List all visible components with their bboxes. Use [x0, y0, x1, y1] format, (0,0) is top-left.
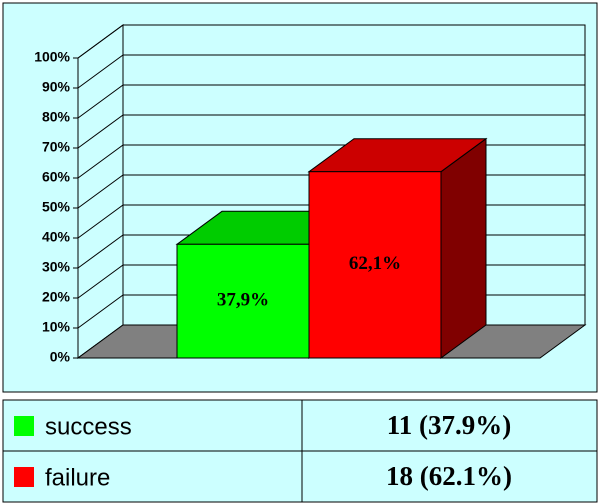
legend-label: success	[45, 413, 132, 440]
y-tick-label: 20%	[42, 289, 71, 305]
y-tick-label: 60%	[42, 169, 71, 185]
grid-line	[77, 264, 124, 299]
grid-line	[77, 174, 124, 209]
grid-line	[77, 204, 124, 239]
y-tick-label: 70%	[42, 139, 71, 155]
summary-count: 18 (62.1%)	[386, 461, 512, 491]
grid-line	[77, 24, 124, 59]
y-tick-label: 90%	[42, 79, 71, 95]
data-label: 37,9%	[217, 290, 269, 311]
chart: 0% 10% 20% 30% 40% 50% 60% 70% 80% 90% 100% 37,9% 62…	[34, 24, 587, 365]
y-tick-label: 30%	[42, 259, 71, 275]
grid-line	[77, 234, 124, 269]
y-tick-label: 0%	[50, 349, 71, 365]
data-label: 62,1%	[349, 253, 401, 274]
legend: success 11 (37.9%) failure 18 (62.1%)	[14, 410, 512, 491]
summary-count: 11 (37.9%)	[387, 410, 512, 440]
bar	[176, 243, 310, 359]
grid-line	[77, 114, 124, 149]
grid-line	[77, 294, 124, 329]
y-tick-label: 50%	[42, 199, 71, 215]
grid-line	[77, 144, 124, 179]
bar-side	[440, 137, 487, 359]
bar	[308, 171, 442, 359]
y-tick-label: 80%	[42, 109, 71, 125]
legend-swatch	[14, 416, 34, 436]
y-tick-label: 10%	[42, 319, 71, 335]
grid-line	[77, 54, 124, 89]
grid-line	[77, 84, 124, 119]
legend-swatch	[14, 467, 34, 487]
y-tick-label: 100%	[34, 49, 70, 65]
legend-label: failure	[45, 464, 110, 491]
y-tick-label: 40%	[42, 229, 71, 245]
